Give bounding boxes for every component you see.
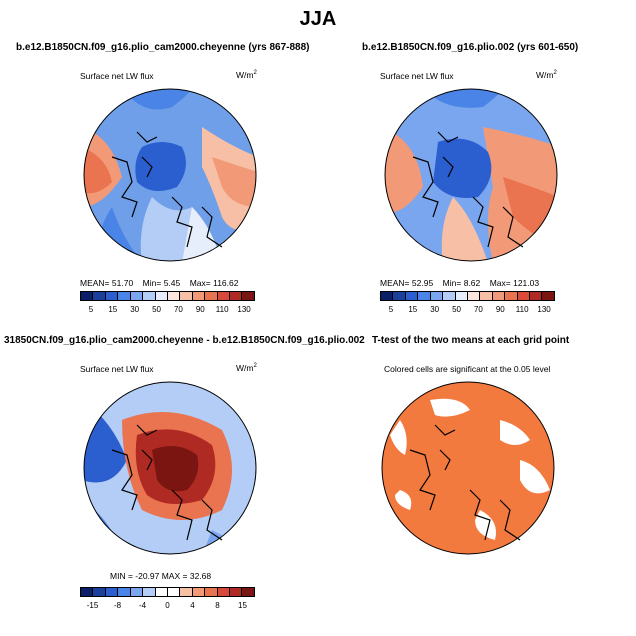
- panel4-subtitle: Colored cells are significant at the 0.0…: [384, 364, 551, 374]
- panel3-colorbar-tick-label: -15: [86, 601, 99, 610]
- panel3-stats: MIN = -20.97 MAX = 32.68: [110, 571, 212, 581]
- panel2-colorbar-tick-label: 70: [473, 305, 483, 314]
- panel2-colorbar-swatch: [480, 292, 493, 300]
- panel1-colorbar-tick-label: 15: [108, 305, 118, 314]
- panel2-colorbar-swatch: [381, 292, 394, 300]
- panel1-units: W/m2: [236, 70, 257, 80]
- panel3-colorbar: [80, 587, 255, 597]
- panel3-colorbar-swatch: [192, 588, 206, 596]
- panel1-colorbar-swatch: [143, 292, 156, 300]
- panel2-colorbar-swatch: [455, 292, 468, 300]
- panel1-colorbar-swatch: [167, 292, 181, 300]
- panel2-colorbar-swatch: [492, 292, 506, 300]
- panel3-colorbar-swatch: [155, 588, 168, 596]
- panel1-title: b.e12.B1850CN.f09_g16.plio_cam2000.cheye…: [16, 42, 310, 53]
- panel2-colorbar-tick-label: 130: [537, 305, 551, 314]
- panel1-colorbar-tick-label: 30: [130, 305, 140, 314]
- panel2-variable-label: Surface net LW flux: [380, 71, 454, 81]
- panel1-colorbar-tick-label: 5: [88, 305, 94, 314]
- panel1-colorbar-swatch: [81, 292, 94, 300]
- panel3-colorbar-swatch: [81, 588, 94, 596]
- panel3-colorbar-swatch: [143, 588, 156, 596]
- panel2-colorbar-swatch: [443, 292, 456, 300]
- panel2-colorbar-swatch: [405, 292, 419, 300]
- panel1-colorbar-tick-label: 130: [237, 305, 251, 314]
- panel2-title: b.e12.B1850CN.f09_g16.plio.002 (yrs 601-…: [362, 42, 579, 53]
- panel2-colorbar-swatch: [542, 292, 554, 300]
- panel3-colorbar-tick-label: 4: [190, 601, 195, 610]
- panel2-colorbar-swatch: [517, 292, 531, 300]
- panel2-stats: MEAN= 52.95 Min= 8.62 Max= 121.03: [380, 278, 540, 288]
- panel1-colorbar-tick-label: 90: [195, 305, 205, 314]
- panel3-colorbar-swatch: [105, 588, 119, 596]
- panel1-colorbar-tick-label: 110: [215, 305, 229, 314]
- panel3-polar-map: [83, 381, 257, 555]
- panel3-units: W/m2: [236, 363, 257, 373]
- panel2-polar-map: [384, 88, 558, 262]
- panel3-colorbar-swatch: [217, 588, 231, 596]
- panel2-colorbar: [380, 291, 555, 301]
- panel3-variable-label: Surface net LW flux: [80, 364, 154, 374]
- panel1-variable-label: Surface net LW flux: [80, 71, 154, 81]
- panel1-colorbar-ticks: 5 15 30 50 70 90 110 130: [80, 305, 255, 315]
- panel3-colorbar-swatch: [230, 588, 243, 596]
- panel2-colorbar-tick-label: 5: [388, 305, 394, 314]
- panel2-colorbar-swatch: [393, 292, 406, 300]
- panel2-units: W/m2: [536, 70, 557, 80]
- panel1-colorbar-swatch: [230, 292, 243, 300]
- panel3-colorbar-tick-label: 15: [238, 601, 247, 610]
- panel3-colorbar-tick-label: -4: [138, 601, 147, 610]
- panel3-colorbar-swatch: [180, 588, 193, 596]
- panel1-colorbar-swatch: [217, 292, 231, 300]
- panel3-colorbar-swatch: [93, 588, 106, 596]
- panel1-colorbar-swatch: [180, 292, 193, 300]
- panel1-colorbar-swatch: [192, 292, 206, 300]
- panel1-colorbar-swatch: [242, 292, 254, 300]
- panel3-colorbar-ticks: -15 -8 -4 0 4 8 15: [80, 601, 255, 611]
- panel1-colorbar-swatch: [205, 292, 218, 300]
- panel3-colorbar-swatch: [205, 588, 218, 596]
- panel2-colorbar-tick-label: 30: [430, 305, 440, 314]
- panel2-colorbar-tick-label: 90: [495, 305, 505, 314]
- panel3-colorbar-swatch: [167, 588, 181, 596]
- panel2-colorbar-ticks: 5 15 30 50 70 90 110 130: [380, 305, 555, 315]
- panel3-title: 31850CN.f09_g16.plio_cam2000.cheyenne - …: [4, 335, 365, 346]
- panel3-colorbar-swatch: [118, 588, 131, 596]
- panel3-colorbar-swatch: [242, 588, 254, 596]
- panel1-polar-map: [83, 88, 257, 262]
- panel3-colorbar-tick-label: 0: [165, 601, 170, 610]
- panel1-colorbar-swatch: [130, 292, 144, 300]
- panel2-colorbar-swatch: [467, 292, 481, 300]
- panel4-title: T-test of the two means at each grid poi…: [372, 335, 570, 346]
- panel2-colorbar-tick-label: 15: [408, 305, 418, 314]
- panel1-colorbar-swatch: [105, 292, 119, 300]
- main-title: JJA: [299, 8, 337, 30]
- panel4-significance-map: [381, 381, 555, 555]
- panel2-colorbar-swatch: [418, 292, 431, 300]
- panel1-colorbar-tick-label: 70: [173, 305, 183, 314]
- panel1-stats: MEAN= 51.70 Min= 5.45 Max= 116.62: [80, 278, 239, 288]
- panel2-colorbar-tick-label: 50: [452, 305, 462, 314]
- panel1-colorbar-swatch: [155, 292, 168, 300]
- panel1-colorbar: [80, 291, 255, 301]
- panel1-colorbar-swatch: [93, 292, 106, 300]
- panel3-colorbar-swatch: [130, 588, 144, 596]
- panel2-colorbar-swatch: [505, 292, 518, 300]
- panel3-colorbar-tick-label: -8: [113, 601, 122, 610]
- panel2-colorbar-swatch: [530, 292, 543, 300]
- panel2-colorbar-swatch: [430, 292, 444, 300]
- panel1-colorbar-swatch: [118, 292, 131, 300]
- panel1-colorbar-tick-label: 50: [152, 305, 162, 314]
- panel2-colorbar-tick-label: 110: [515, 305, 529, 314]
- panel3-colorbar-tick-label: 8: [215, 601, 220, 610]
